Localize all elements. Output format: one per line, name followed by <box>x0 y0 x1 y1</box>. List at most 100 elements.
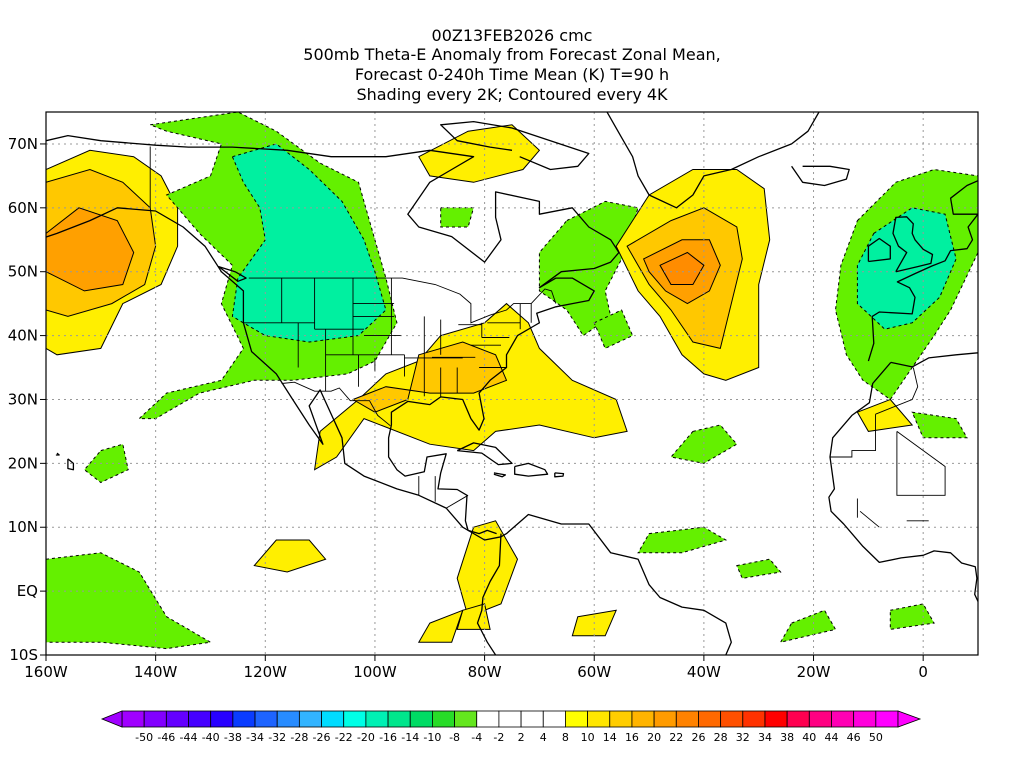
colorbar-swatch <box>409 710 433 728</box>
colorbar-label: 44 <box>824 731 838 744</box>
coastline <box>218 265 247 282</box>
anomaly-region-pos_max <box>659 251 705 285</box>
colorbar-label: 16 <box>625 731 639 744</box>
colorbar-swatch <box>831 710 855 728</box>
colorbar-swatch <box>232 710 256 728</box>
colorbar-swatch <box>165 710 189 728</box>
anomaly-region-neg_light <box>46 552 212 650</box>
boundary-line <box>859 510 880 528</box>
lon-tick-label: 20W <box>797 663 831 681</box>
coastline <box>67 458 75 471</box>
anomaly-region-pos_light <box>253 539 327 573</box>
lon-tick-label: 140W <box>134 663 178 681</box>
colorbar-left-arrow <box>100 710 123 728</box>
lon-tick-label: 0 <box>918 663 928 681</box>
colorbar-swatch <box>520 710 544 728</box>
political-boundaries <box>149 146 946 528</box>
coastline <box>55 452 60 456</box>
colorbar-swatch <box>698 710 722 728</box>
coastline <box>791 165 850 187</box>
colorbar-swatch <box>276 710 300 728</box>
coastline <box>867 179 978 362</box>
coastline <box>514 462 549 477</box>
colorbar-swatch <box>631 710 655 728</box>
anomaly-region-pos_light <box>418 124 541 183</box>
colorbar-swatch <box>808 710 832 728</box>
lon-tick-label: 160W <box>24 663 68 681</box>
lat-tick-label: 50N <box>8 263 38 281</box>
colorbar-swatch <box>653 710 677 728</box>
colorbar-label: -50 <box>135 731 153 744</box>
colorbar-label: -34 <box>246 731 264 744</box>
coastline <box>493 472 507 478</box>
coastline <box>46 207 732 655</box>
colorbar-label: -44 <box>180 731 198 744</box>
colorbar-swatch <box>431 710 455 728</box>
colorbar-swatch <box>476 710 500 728</box>
colorbar-label: 4 <box>540 731 547 744</box>
coastline <box>892 216 934 273</box>
colorbar-swatch <box>875 710 899 728</box>
title-line-3: Forecast 0-240h Time Mean (K) T=90 h <box>354 65 670 84</box>
colorbar: -50 -46 -44 -40 -38 -34 -32 -28 -26 -22 -20 -16 -14-… <box>100 710 922 744</box>
colorbar-swatch <box>853 710 877 728</box>
colorbar-swatch <box>387 710 411 728</box>
lon-tick-label: 100W <box>353 663 397 681</box>
title-line-1: 00Z13FEB2026 cmc <box>431 26 593 45</box>
colorbar-label: -28 <box>290 731 308 744</box>
colorbar-swatch <box>587 710 611 728</box>
colorbar-swatch <box>609 710 633 728</box>
axis-ticks: 160W 140W 120W 100W 80W 60W 40W 20W 0 70N 60N 50N 40… <box>8 135 928 681</box>
colorbar-label: -16 <box>379 731 397 744</box>
colorbar-swatch <box>675 710 699 728</box>
coastlines <box>46 112 978 655</box>
colorbar-swatch <box>786 710 810 728</box>
colorbar-label: 50 <box>869 731 883 744</box>
coastline <box>828 361 978 604</box>
lat-tick-label: 40N <box>8 327 38 345</box>
colorbar-label: -40 <box>202 731 220 744</box>
colorbar-swatch <box>121 710 145 728</box>
colorbar-label: -22 <box>335 731 353 744</box>
colorbar-label: 32 <box>736 731 750 744</box>
colorbar-label: -10 <box>423 731 441 744</box>
colorbar-label: 28 <box>714 731 728 744</box>
colorbar-swatch <box>343 710 367 728</box>
anomaly-region-neg_light <box>593 309 634 350</box>
colorbar-swatch <box>321 710 345 728</box>
colorbar-right-arrow <box>897 710 922 728</box>
anomaly-shading <box>46 112 978 650</box>
coastline <box>890 352 978 368</box>
coastline <box>456 442 513 466</box>
lat-tick-label: 60N <box>8 199 38 217</box>
coastline <box>387 424 497 535</box>
boundary-line <box>248 277 557 324</box>
coastline <box>606 112 820 209</box>
colorbar-label: 10 <box>581 731 595 744</box>
colorbar-label: -4 <box>471 731 482 744</box>
gridlines <box>46 112 978 655</box>
coastline <box>867 237 891 263</box>
colorbar-label: -14 <box>401 731 419 744</box>
colorbar-label: -2 <box>493 731 504 744</box>
colorbar-label: 26 <box>691 731 705 744</box>
anomaly-region-neg_light <box>736 558 782 579</box>
colorbar-swatch <box>720 710 744 728</box>
lon-tick-label: 80W <box>468 663 502 681</box>
colorbar-swatch <box>498 710 522 728</box>
colorbar-swatch <box>298 710 322 728</box>
colorbar-label: -32 <box>268 731 286 744</box>
lat-tick-label: 10S <box>9 646 38 664</box>
colorbar-label: 40 <box>802 731 816 744</box>
lat-tick-label: 20N <box>8 454 38 472</box>
boundary-line <box>445 494 469 509</box>
anomaly-region-neg_light <box>670 424 738 464</box>
colorbar-swatch <box>365 710 389 728</box>
boundary-line <box>830 414 876 458</box>
colorbar-label: 22 <box>669 731 683 744</box>
colorbar-label: 20 <box>647 731 661 744</box>
lon-tick-label: 120W <box>244 663 288 681</box>
colorbar-label: -26 <box>313 731 331 744</box>
colorbar-swatch <box>188 710 212 728</box>
